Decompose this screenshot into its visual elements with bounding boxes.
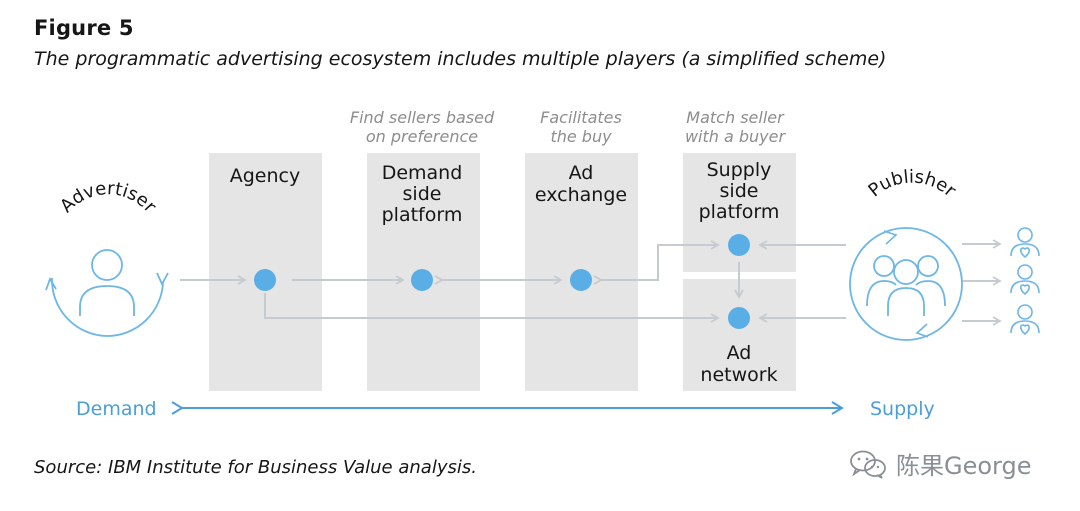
exchange-node [570, 269, 592, 291]
arrow-exchange-to-ssp [593, 240, 720, 285]
note-dsp-line1: Find sellers based [350, 108, 495, 127]
note-exchange-line1: Facilitates [540, 108, 622, 127]
ssp-label-line3: platform [699, 201, 780, 223]
arrow-agency-to-network [264, 293, 720, 323]
demand-label: Demand [76, 398, 157, 420]
watermark-text: 陈果George [896, 452, 1032, 480]
supply-label: Supply [870, 398, 935, 420]
figure-label: Figure 5 [34, 16, 134, 40]
ssp-label-line1: Supply [707, 159, 772, 181]
ssp-node [728, 234, 750, 256]
note-dsp-line2: on preference [366, 127, 478, 146]
audience-person-icon-1 [1010, 227, 1040, 259]
dsp-node [411, 269, 433, 291]
agency-label: Agency [230, 165, 300, 187]
note-ssp-line1: Match seller [686, 108, 785, 127]
exchange-label-line1: Ad [569, 162, 594, 184]
ssp-label-line2: side [720, 180, 759, 202]
dsp-label-line2: side [403, 183, 442, 205]
publisher-label: Publisher [864, 167, 960, 202]
wechat-icon [850, 450, 886, 479]
network-label-line2: network [700, 364, 777, 386]
dsp-label-line3: platform [382, 204, 463, 226]
watermark: 陈果George [848, 446, 1032, 481]
source-note: Source: IBM Institute for Business Value… [34, 457, 477, 478]
exchange-label-line2: exchange [535, 184, 627, 206]
figure-title: The programmatic advertising ecosystem i… [34, 48, 887, 70]
advertiser-label: Advertiser [56, 178, 161, 217]
network-label-line1: Ad [727, 342, 752, 364]
dsp-label-line1: Demand [382, 162, 463, 184]
audience-person-icon-3 [1010, 304, 1040, 336]
advertiser-icon [45, 249, 169, 337]
audience-person-icon-2 [1010, 264, 1040, 296]
agency-node [254, 269, 276, 291]
publisher-icon [849, 227, 963, 341]
note-exchange-line2: the buy [550, 127, 612, 146]
note-ssp-line2: with a buyer [685, 127, 787, 146]
network-node [728, 307, 750, 329]
